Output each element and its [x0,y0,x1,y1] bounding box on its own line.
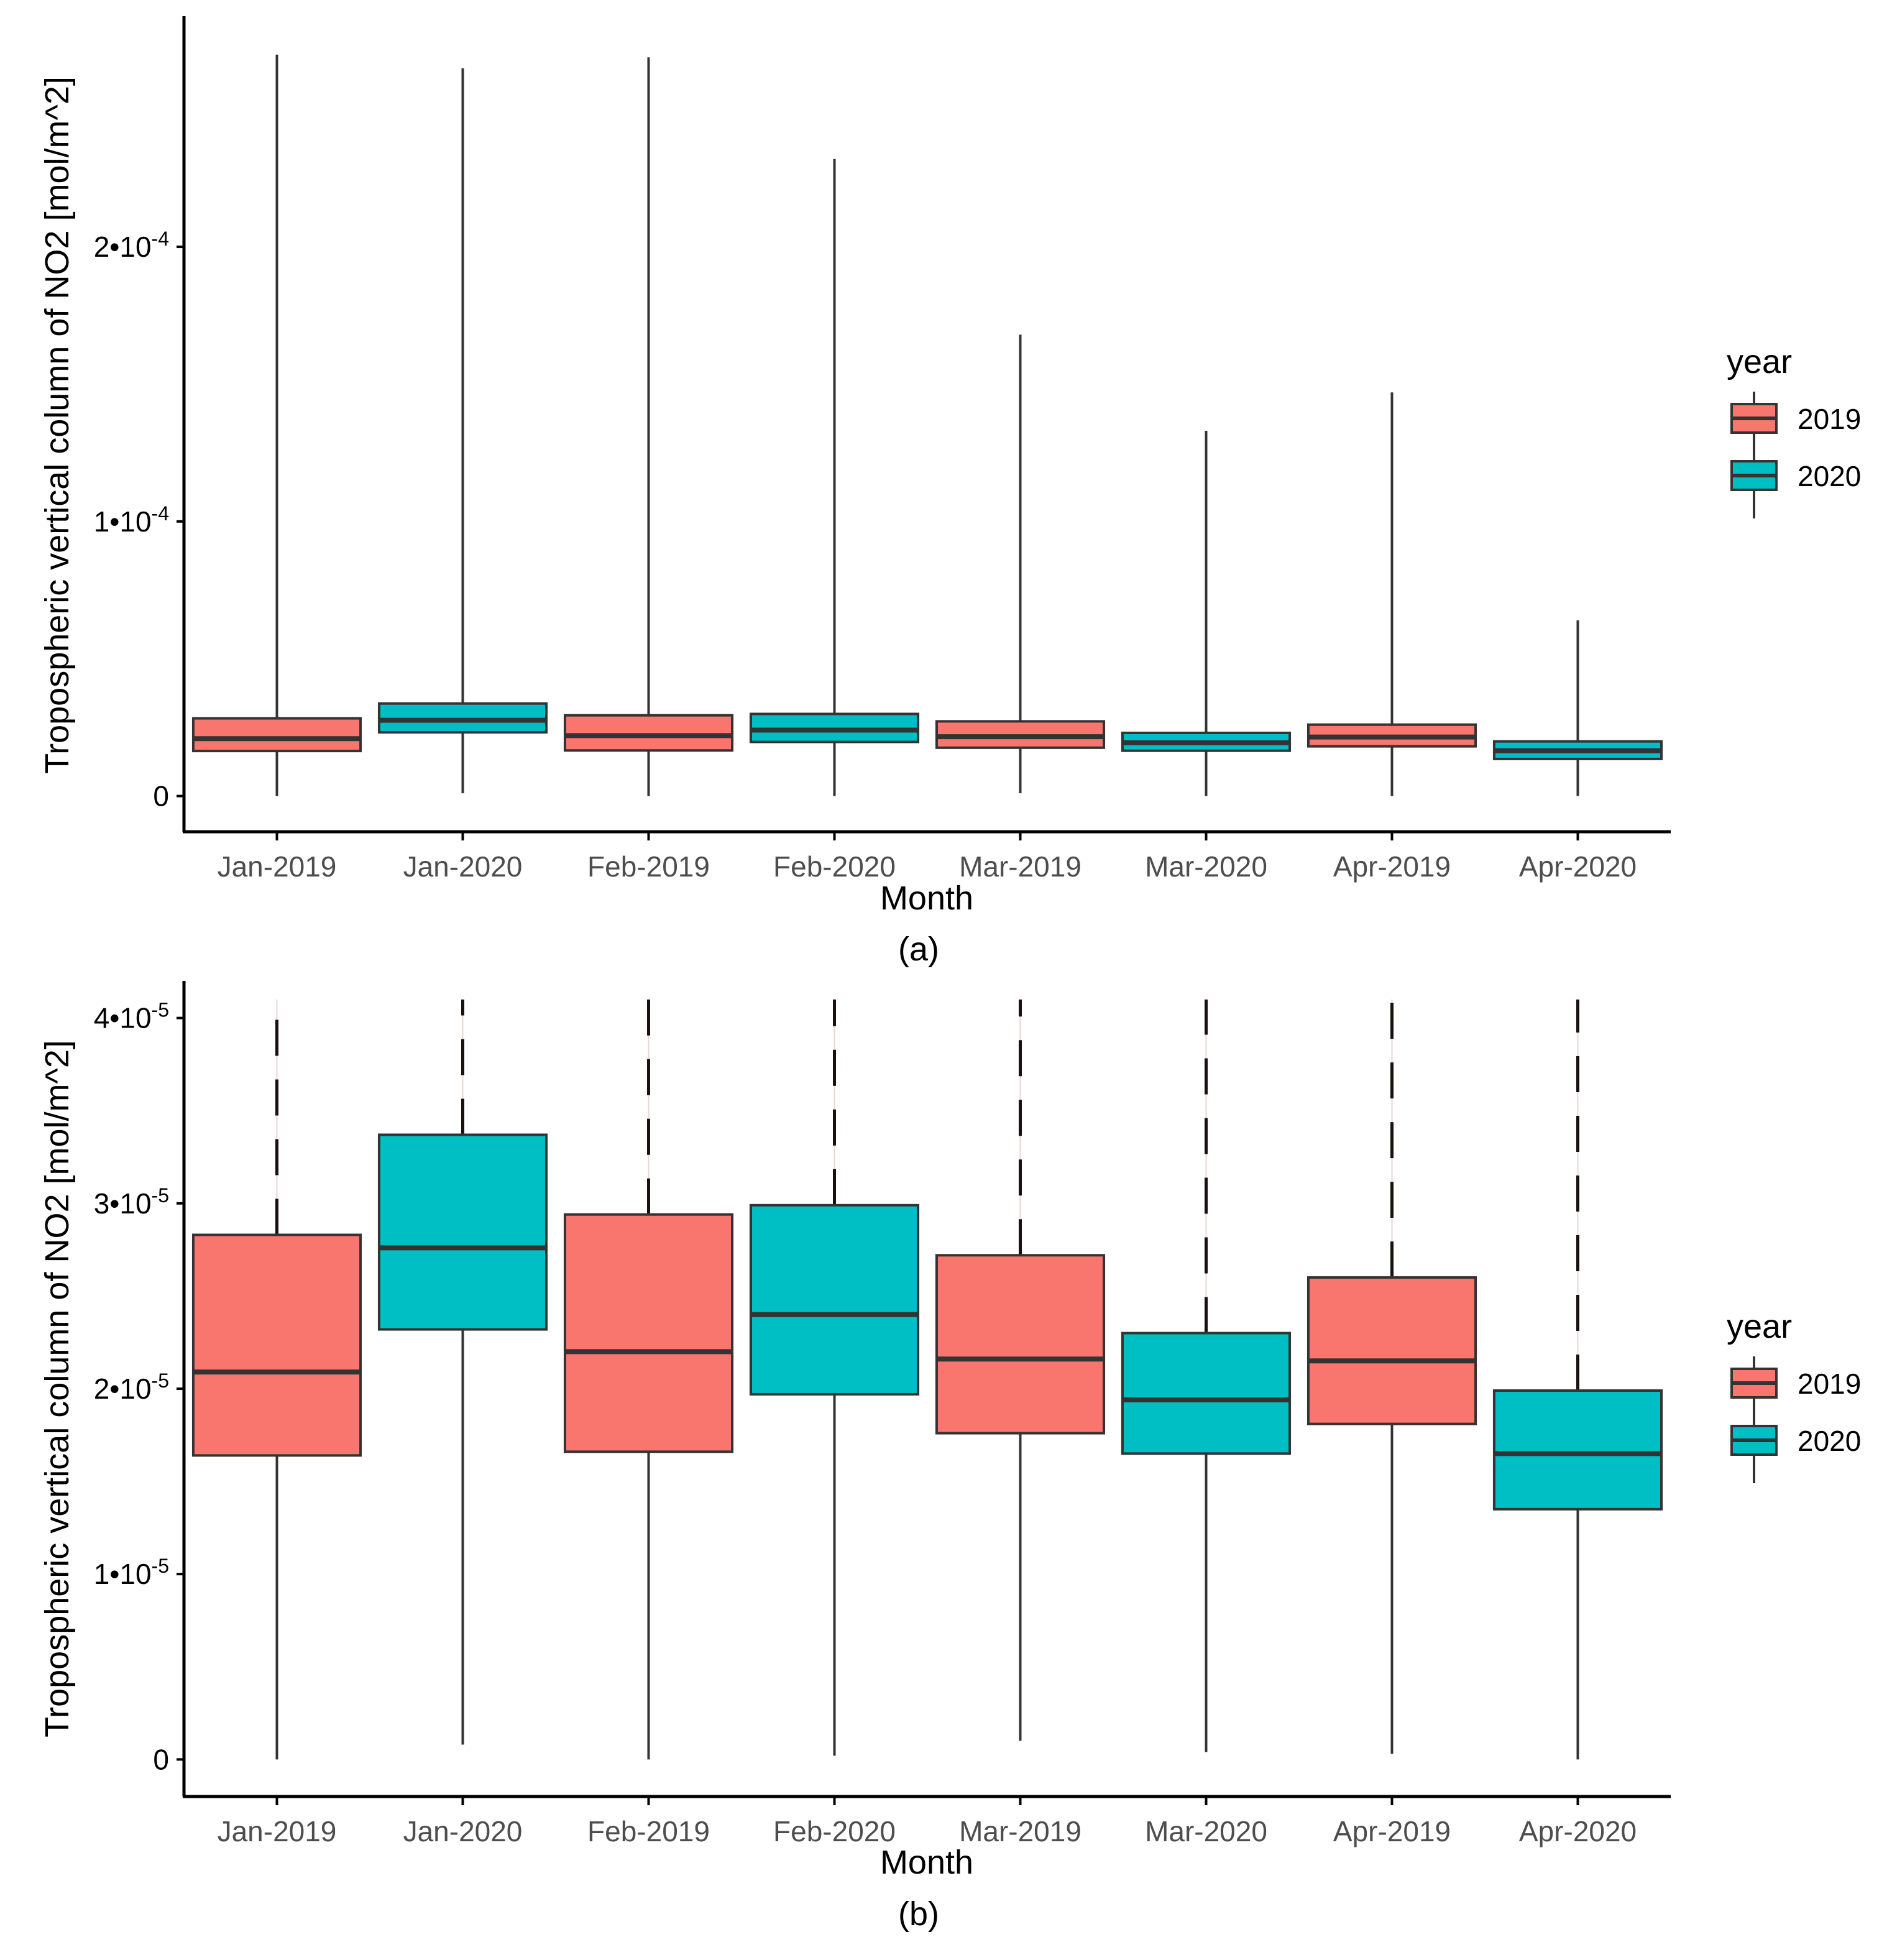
box-body [935,1254,1106,1435]
legend-key-2020: 2020 [1730,449,1861,518]
y-tick-label-b: 0 [153,1743,169,1775]
box-apr-2020 [1492,999,1663,1760]
box-apr-2019 [1306,392,1477,796]
x-tick-label-b: Apr-2020 [1519,1815,1637,1847]
x-tick-label-a: Mar-2019 [959,850,1081,883]
box-feb-2019 [563,57,734,796]
box-mar-2020 [1121,999,1292,1752]
box-jan-2020 [377,999,548,1745]
x-tick-label-a: Mar-2020 [1145,850,1267,883]
box-jan-2019 [191,999,362,1760]
y-tick-label-a: 2•10-4 [94,228,169,263]
x-tick-label-b: Mar-2020 [1145,1815,1267,1847]
box-body [563,1213,734,1453]
legend-key-2020: 2020 [1730,1414,1861,1483]
x-tick-label-a: Feb-2019 [587,850,710,883]
box-feb-2019 [563,999,734,1760]
legend-key-2019: 2019 [1730,392,1861,461]
box-body [377,1133,548,1331]
legend-title: year [1727,343,1792,380]
x-tick-label-a: Apr-2020 [1519,850,1637,883]
box-body [1306,1276,1477,1425]
x-tick-label-a: Jan-2020 [403,850,523,883]
legend-label: 2019 [1798,403,1861,435]
y-tick-label-a: 1•10-4 [94,502,169,538]
caption-a: (a) [898,931,939,968]
x-axis-title-a: Month [880,880,973,917]
x-tick-label-b: Mar-2019 [959,1815,1081,1847]
box-body [191,1233,362,1457]
y-axis-title-b: Tropospheric vertical column of NO2 [mol… [39,1040,76,1737]
panel-a: 0 1•10-4 2•10-4 Jan-2019 Jan-2020 Feb-2019 Feb… [39,16,1861,968]
legend-title: year [1727,1308,1792,1345]
y-tick-label-b: 2•10-5 [94,1369,169,1405]
panel-b: 0 1•10-5 2•10-5 3•10-5 4•10-5 Jan-2019 Jan-202… [39,981,1861,1933]
legend-label: 2020 [1798,1425,1861,1457]
box-body [191,717,362,753]
y-tick-label-b: 1•10-5 [94,1555,169,1590]
plot-area-b: 0 1•10-5 2•10-5 3•10-5 4•10-5 Jan-2019 Jan-202… [94,999,1663,1847]
x-tick-label-b: Feb-2019 [587,1815,710,1847]
box-mar-2020 [1121,431,1292,796]
box-mar-2019 [935,999,1106,1741]
box-body [1492,1389,1663,1511]
caption-b: (b) [898,1895,939,1933]
box-jan-2020 [377,68,548,794]
y-axis-title-a: Tropospheric vertical column of NO2 [mol… [39,76,76,774]
box-feb-2020 [749,159,920,796]
box-mar-2019 [935,334,1106,794]
legend-label: 2020 [1798,460,1861,492]
legend-label: 2019 [1798,1368,1861,1400]
y-tick-label-b: 3•10-5 [94,1184,169,1220]
box-jan-2019 [191,54,362,796]
box-body [563,714,734,752]
x-tick-label-b: Apr-2019 [1333,1815,1451,1847]
plot-area-a: 0 1•10-4 2•10-4 Jan-2019 Jan-2020 Feb-2019 Feb… [94,54,1663,883]
x-tick-label-a: Feb-2020 [773,850,896,883]
x-tick-label-b: Jan-2019 [218,1815,337,1847]
x-tick-label-a: Jan-2019 [218,850,337,883]
x-tick-label-b: Feb-2020 [773,1815,896,1847]
legend-key-2019: 2019 [1730,1356,1861,1426]
box-body [1121,1332,1292,1455]
x-axis-title-b: Month [880,1844,973,1881]
box-body [749,1203,920,1396]
x-tick-label-b: Jan-2020 [403,1815,523,1847]
y-tick-label-a: 0 [153,780,169,812]
box-apr-2019 [1306,999,1477,1754]
x-tick-label-a: Apr-2019 [1333,850,1451,883]
box-feb-2020 [749,999,920,1756]
box-apr-2020 [1492,620,1663,796]
y-tick-label-b: 4•10-5 [94,999,169,1034]
